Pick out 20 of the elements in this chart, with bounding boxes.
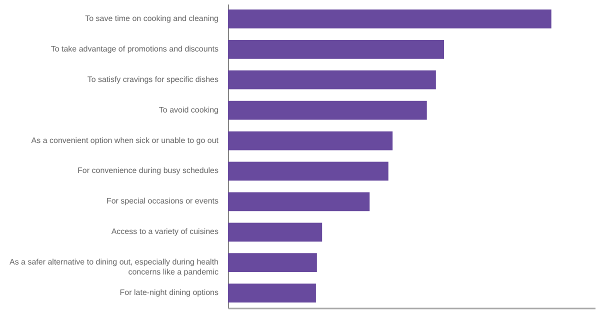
bar <box>228 100 427 120</box>
bar <box>228 222 322 242</box>
bar <box>228 284 316 303</box>
bar <box>228 131 393 150</box>
y-tick-label: As a safer alternative to dining out, especially during health concerns like a pandemic <box>9 258 218 277</box>
y-tick-label: To take advantage of promotions and discounts <box>50 44 218 54</box>
y-tick-label: To save time on cooking and cleaning <box>85 14 218 23</box>
y-tick-label: For convenience during busy schedules <box>78 166 218 176</box>
bar <box>228 253 317 272</box>
bar <box>228 192 370 212</box>
y-tick-label: For special occasions or events <box>106 196 218 206</box>
y-tick-label: For late-night dining options <box>120 288 218 298</box>
y-tick-label: To satisfy cravings for specific dishes <box>87 74 218 84</box>
y-tick-label: Access to a variety of cuisines <box>111 227 218 236</box>
y-tick-label: To avoid cooking <box>158 105 218 114</box>
bar <box>228 70 436 90</box>
bar <box>228 40 444 59</box>
y-tick-label: As a convenient option when sick or unable to go out <box>31 136 220 145</box>
bar <box>228 162 388 181</box>
bar <box>228 9 552 28</box>
